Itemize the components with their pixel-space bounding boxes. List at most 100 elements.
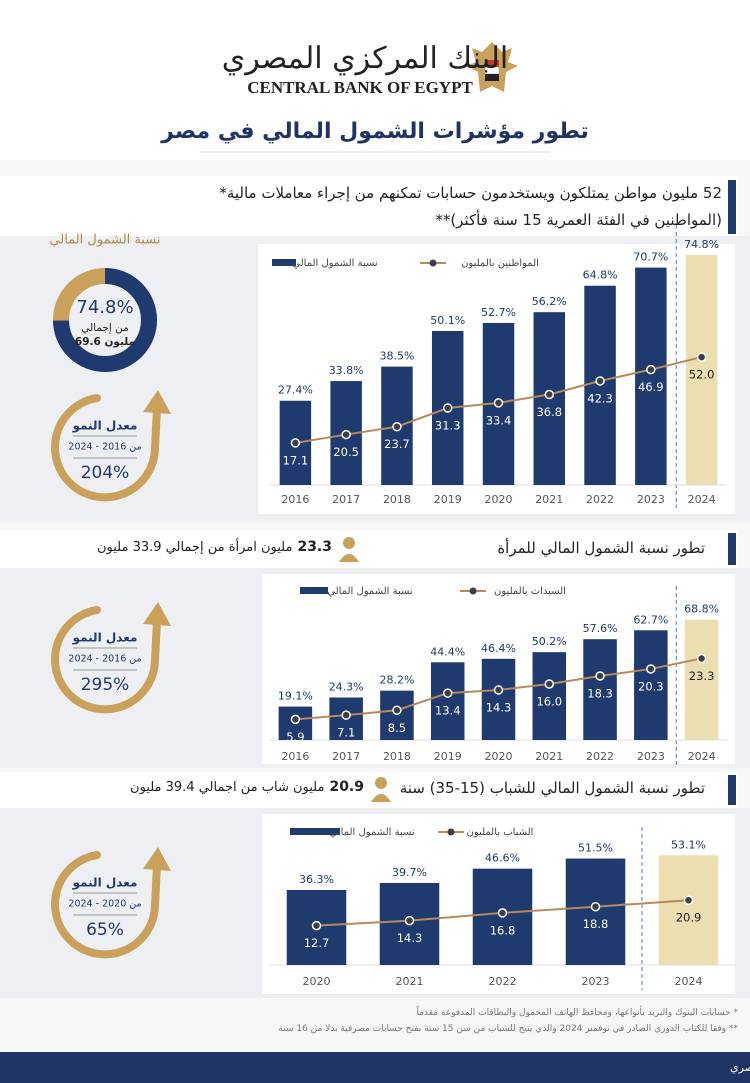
line-marker <box>442 688 453 698</box>
bar <box>565 858 626 965</box>
line-value-label: 13.4 <box>435 704 461 718</box>
bar-value-label: 50.1% <box>430 314 465 327</box>
line-value-label: 12.7 <box>304 936 330 950</box>
line-marker <box>290 714 301 725</box>
bar-value-label: 19.1% <box>278 690 313 703</box>
line-value-label: 18.3 <box>587 686 613 700</box>
bar <box>634 630 668 740</box>
line-marker <box>497 908 508 918</box>
bar-value-label: 62.7% <box>633 613 668 626</box>
section-bg <box>0 176 738 236</box>
legend-label: الشباب بالمليون <box>467 827 534 838</box>
growth-arrow <box>143 602 171 626</box>
source: المصدر: قاعدة بيانات الشمول المالي – الب… <box>730 1061 750 1074</box>
bar-value-label: 38.5% <box>379 350 414 363</box>
growth-arrow <box>143 390 171 414</box>
line-marker <box>493 398 504 408</box>
footer-bg <box>0 1052 750 1083</box>
x-tick-label: 2021 <box>396 975 424 988</box>
growth-title: معدل النمو <box>72 419 138 434</box>
growth-arc <box>51 394 161 502</box>
donut-segment <box>53 268 157 372</box>
bar-value-label: 24.3% <box>329 680 364 693</box>
line-value-label: 5.9 <box>286 730 304 744</box>
line-value-label: 20.3 <box>638 679 664 693</box>
x-tick-label: 2023 <box>637 750 665 763</box>
line-value-label: 7.1 <box>337 726 355 740</box>
x-tick-label: 2020 <box>485 493 513 506</box>
bar-value-label: 53.1% <box>671 838 706 851</box>
line-marker <box>590 901 601 912</box>
footnote: * حسابات البنوك والبريد بأنواعها، ومحافظ… <box>416 1008 738 1018</box>
line-marker <box>442 403 453 413</box>
line-marker <box>646 664 656 674</box>
legend-label: نسبة الشمول المالي <box>327 586 412 597</box>
x-tick-label: 2023 <box>637 493 665 506</box>
bar-value-label: 52.7% <box>481 306 516 319</box>
line-marker <box>392 421 402 432</box>
x-tick-label: 2020 <box>303 975 331 988</box>
line-value-label: 20.9 <box>676 911 702 925</box>
growth-period: من 2020 - 2024 <box>68 899 141 910</box>
line-marker <box>683 895 694 905</box>
growth-arrow <box>143 847 171 871</box>
bar-value-label: 46.6% <box>485 852 520 865</box>
x-tick-label: 2019 <box>434 493 462 506</box>
section-marker <box>728 180 736 234</box>
line-marker <box>341 429 351 440</box>
line-marker <box>404 915 415 926</box>
x-tick-label: 2018 <box>383 493 411 506</box>
x-tick-label: 2017 <box>332 493 360 506</box>
x-tick-label: 2022 <box>586 493 614 506</box>
bar <box>532 652 567 740</box>
legend-swatch <box>272 259 296 266</box>
line-value-label: 23.7 <box>384 437 410 451</box>
legend-swatch <box>290 828 340 835</box>
line-marker <box>544 389 555 400</box>
page-title: تطور مؤشرات الشمول المالي في مصر <box>160 119 589 144</box>
subheading-text: مليون امرأة من إجمالي 33.9 مليون <box>96 540 293 555</box>
line-value-label: 14.3 <box>486 700 512 714</box>
section-subheading: 20.9 مليون شاب من اجمالي 39.4 مليون <box>130 779 364 795</box>
x-tick-label: 2021 <box>535 493 563 506</box>
legend-label: السيدات بالمليون <box>494 586 566 597</box>
youth-icon <box>371 777 391 802</box>
line-value-label: 33.4 <box>486 413 512 427</box>
donut-annotation: من إجمالي <box>81 322 129 334</box>
bar <box>685 254 718 485</box>
x-tick-label: 2022 <box>586 750 614 763</box>
bar-value-label: 68.8% <box>684 603 719 616</box>
x-tick-label: 2016 <box>281 750 309 763</box>
bar-value-label: 46.4% <box>481 642 516 655</box>
line-value-label: 8.5 <box>388 721 406 735</box>
line-value-label: 31.3 <box>435 419 461 433</box>
line-value-label: 46.9 <box>638 380 664 394</box>
growth-period: من 2016 - 2024 <box>68 654 141 665</box>
growth-value: 204% <box>81 463 130 483</box>
bar <box>481 658 516 740</box>
bar-value-label: 56.2% <box>532 295 567 308</box>
x-tick-label: 2023 <box>582 975 610 988</box>
line-marker <box>646 364 656 375</box>
x-tick-label: 2022 <box>489 975 517 988</box>
x-tick-label: 2024 <box>675 975 703 988</box>
x-tick-label: 2018 <box>383 750 411 763</box>
bank-name-en: CENTRAL BANK OF EGYPT <box>247 78 473 97</box>
bar-value-label: 74.8% <box>684 238 719 251</box>
line-value-label: 16.0 <box>536 695 562 709</box>
line-value-label: 14.3 <box>397 931 423 945</box>
bar-value-label: 33.8% <box>329 364 364 377</box>
section-heading: تطور نسبة الشمول المالي للمرأة <box>497 539 705 557</box>
growth-value: 65% <box>86 920 124 940</box>
growth-title: معدل النمو <box>72 876 138 891</box>
bar-value-label: 44.4% <box>430 645 465 658</box>
bar <box>380 690 414 740</box>
x-tick-label: 2016 <box>281 493 309 506</box>
subheading-text: مليون شاب من اجمالي 39.4 مليون <box>130 780 325 795</box>
donut-title: نسبة الشمول المالي <box>49 233 160 248</box>
bar-value-label: 57.6% <box>583 622 618 635</box>
growth-arc <box>51 606 161 714</box>
bar <box>430 662 465 740</box>
line-value-label: 36.8 <box>536 405 562 419</box>
line-value-label: 23.3 <box>689 669 715 683</box>
